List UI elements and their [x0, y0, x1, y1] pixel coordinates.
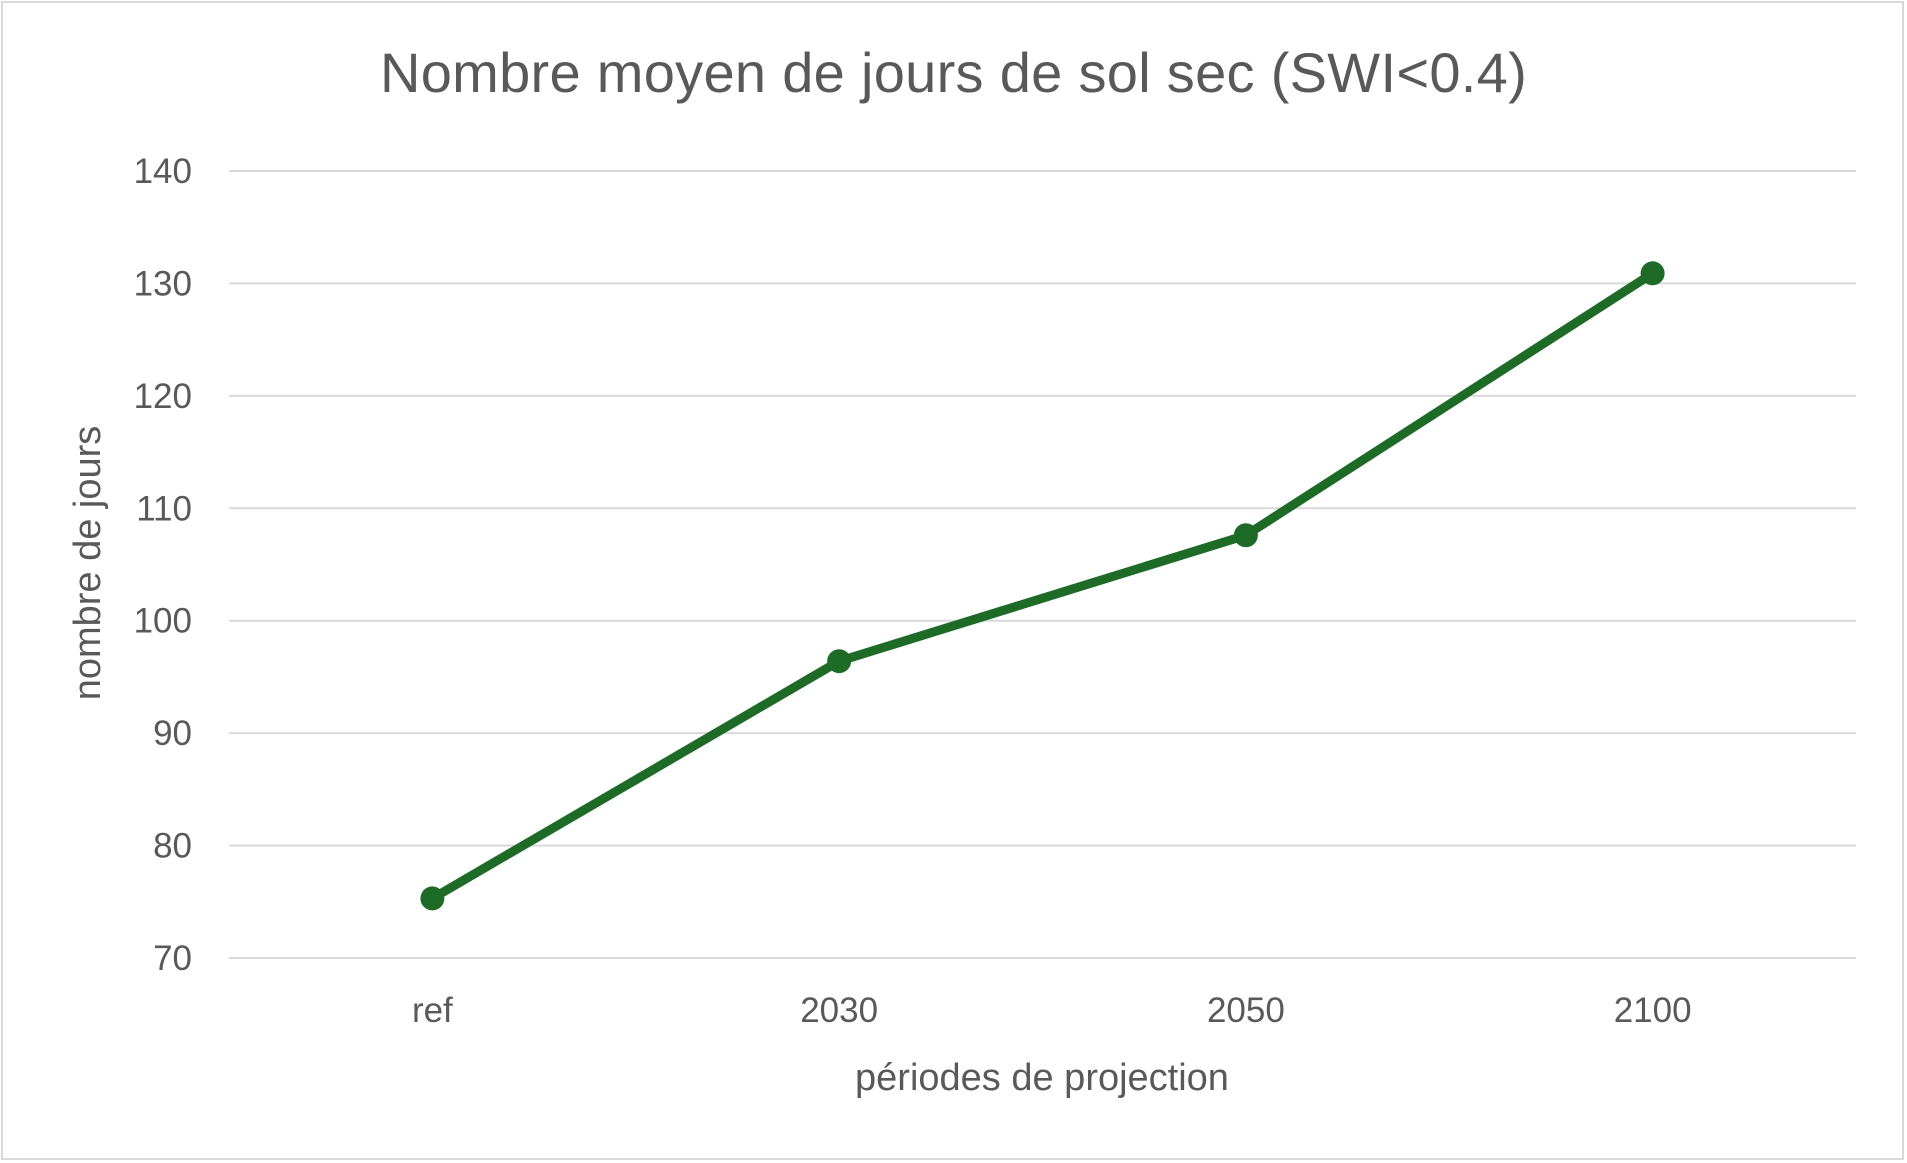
y-axis-label: nombre de jours [67, 426, 109, 701]
chart-title: Nombre moyen de jours de sol sec (SWI<0.… [379, 41, 1528, 104]
series-line-layer [420, 261, 1665, 911]
series-line [427, 268, 1658, 903]
data-point [1233, 523, 1258, 548]
data-point [420, 886, 445, 911]
y-tick-label: 80 [153, 827, 192, 866]
data-point [1640, 261, 1665, 286]
x-tick-label: 2100 [1614, 991, 1692, 1030]
y-tick-label: 100 [134, 602, 192, 641]
gridlines [229, 170, 1856, 959]
x-tick-label: 2050 [1207, 991, 1285, 1030]
x-axis-label: périodes de projection [855, 1057, 1229, 1099]
x-tick-label: ref [412, 991, 453, 1030]
y-tick-label: 90 [153, 714, 192, 753]
y-tick-label: 110 [136, 489, 192, 528]
y-tick-label: 140 [134, 152, 192, 191]
data-point [827, 649, 852, 674]
x-tick-label: 2030 [800, 991, 878, 1030]
y-tick-label: 70 [153, 939, 192, 978]
y-tick-label: 130 [134, 264, 192, 303]
y-axis-ticks: 70 80 90 100 110 120 130 140 [134, 152, 192, 978]
x-axis-ticks: ref 2030 2050 2100 [412, 991, 1692, 1030]
y-tick-label: 120 [134, 377, 192, 416]
